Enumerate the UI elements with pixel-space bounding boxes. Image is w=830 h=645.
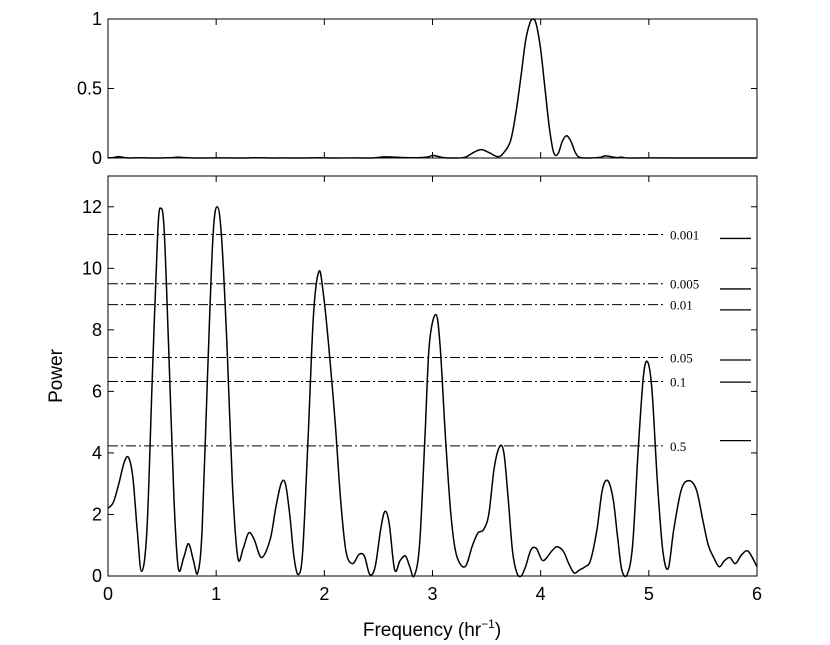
bottom-x-tick-label: 2: [319, 584, 329, 604]
bottom-y-tick-label: 8: [92, 320, 102, 340]
bottom-x-tick-label: 5: [644, 584, 654, 604]
bottom-x-tick-label: 0: [103, 584, 113, 604]
bottom-tick-marks: [107, 176, 758, 577]
bottom-y-tick-label: 4: [92, 443, 102, 463]
window-function-curve: [107, 18, 758, 159]
bottom-x-tick-labels: 0 1 2 3 4 5 6: [103, 584, 762, 604]
top-tick-marks: [107, 18, 758, 159]
bottom-y-tick-label: 12: [82, 197, 102, 217]
bottom-y-tick-label: 0: [92, 566, 102, 586]
significance-label: 0.005: [670, 277, 699, 292]
x-axis-label: Frequency (hr−1): [363, 617, 501, 641]
bottom-x-tick-label: 4: [536, 584, 546, 604]
top-y-tick-labels: 00.51: [77, 9, 102, 168]
significance-levels: 0.001 0.005 0.01 0.05 0.1 0.5: [108, 227, 751, 454]
bottom-y-tick-label: 10: [82, 258, 102, 278]
bottom-x-tick-label: 6: [752, 584, 762, 604]
bottom-y-tick-labels: 0 2 4 6 8 10 12: [82, 197, 102, 586]
power-spectrum-curve: [107, 206, 758, 578]
significance-label: 0.05: [670, 351, 693, 366]
significance-label: 0.01: [670, 298, 693, 313]
top-y-tick-label: 1: [92, 9, 102, 29]
bottom-x-tick-label: 1: [211, 584, 221, 604]
bottom-y-tick-label: 2: [92, 504, 102, 524]
significance-label: 0.1: [670, 375, 686, 390]
significance-label: 0.5: [670, 439, 686, 454]
top-plot-frame: [107, 18, 758, 159]
significance-label: 0.001: [670, 227, 699, 242]
top-y-tick-label: 0.5: [77, 79, 102, 99]
y-axis-label: Power: [46, 348, 67, 403]
top-y-tick-label: 0: [92, 148, 102, 168]
bottom-y-tick-label: 6: [92, 381, 102, 401]
window-function-panel: 00.51: [77, 9, 758, 168]
bottom-x-tick-label: 3: [427, 584, 437, 604]
